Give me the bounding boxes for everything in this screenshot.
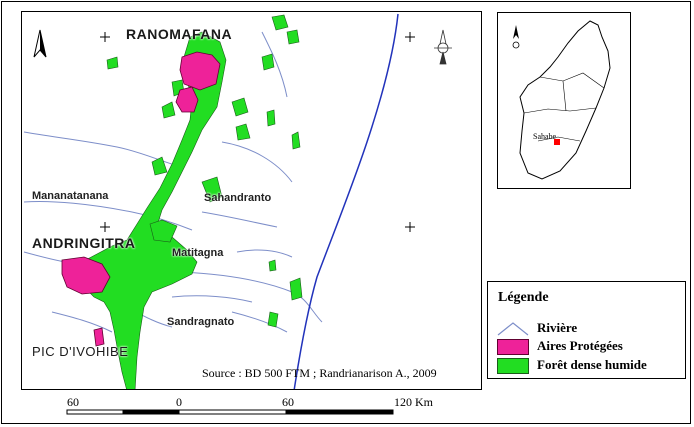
scale-bar [66,409,394,415]
legend-label-aires-protegees: Aires Protégées [537,338,623,353]
place-matitagna: Matitagna [172,247,224,259]
legend-item-aires-protegees: Aires Protégées [497,338,682,356]
scale-label-120: 120 Km [394,395,433,409]
place-sandragnato: Sandragnato [167,316,235,328]
river-swatch [497,322,529,336]
main-map: RANOMAFANA Mananatanana Sahandranto ANDR… [21,11,482,390]
map-source: Source : BD 500 FTM ; Randrianarison A.,… [202,366,437,380]
protected-swatch [497,339,529,355]
legend-item-riviere: Rivière [497,320,682,338]
legend-title: Légende [498,290,549,305]
scale-label-60-left: 60 [67,395,79,409]
inset-north-arrow [512,25,520,49]
forest-swatch [497,358,529,374]
province-boundaries [523,72,605,142]
place-ranomafana: RANOMAFANA [126,26,233,42]
inset-canvas [512,20,611,180]
coastline [293,13,399,389]
scale-label-60-right: 60 [282,395,294,409]
legend-label-riviere: Rivière [537,320,578,335]
place-andringitra: ANDRINGITRA [32,235,136,251]
map-canvas [23,13,452,389]
place-sahandranto: Sahandranto [204,192,272,204]
inset-map-madagascar: Sahabe [497,12,631,189]
place-manandrantana: Mananatanana [32,190,109,202]
sahabe-marker [554,139,560,145]
scale-label-0: 0 [176,395,182,409]
graticule-crosses [100,32,415,232]
forest-areas [76,14,303,389]
north-arrow-left [33,29,47,58]
inset-label-sahabe: Sahabe [533,132,557,141]
compass-rose-right [434,29,452,65]
legend-item-foret: Forêt dense humide [497,357,682,375]
protected-areas [61,51,221,347]
legend: Légende Rivière Aires Protégées Forêt de… [487,281,686,379]
legend-label-foret: Forêt dense humide [537,357,647,372]
place-pic-divohibe: PIC D'IVOHIBE [32,344,129,359]
